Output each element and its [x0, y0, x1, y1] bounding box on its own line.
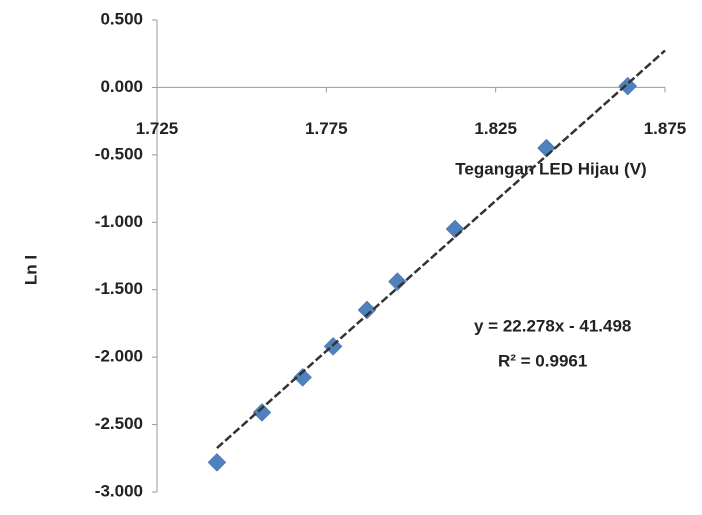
y-tick-label: -1.000 — [95, 212, 143, 231]
y-tick-label: 0.500 — [100, 9, 143, 28]
y-tick-label: -1.500 — [95, 279, 143, 298]
y-tick-label: 0.000 — [100, 77, 143, 96]
trendline-equation: y = 22.278x - 41.498 — [474, 316, 631, 335]
data-point — [388, 272, 407, 291]
trendline — [216, 49, 666, 449]
x-tick-label: 1.875 — [644, 119, 687, 138]
data-point — [618, 76, 638, 96]
x-tick-label: 1.775 — [305, 119, 348, 138]
y-tick-label: -2.500 — [95, 414, 143, 433]
y-tick-label: -2.000 — [95, 347, 143, 366]
data-point — [537, 138, 556, 158]
y-axis-title: Ln I — [21, 255, 40, 285]
y-tick-label: -0.500 — [95, 144, 143, 163]
y-tick-label: -3.000 — [95, 481, 143, 500]
trendline-r-squared: R² = 0.9961 — [498, 351, 587, 370]
x-tick-label: 1.825 — [474, 119, 517, 138]
x-tick-label: 1.725 — [136, 119, 179, 138]
data-point — [445, 219, 465, 239]
data-point — [252, 403, 272, 422]
data-point — [293, 368, 312, 387]
data-point — [207, 452, 227, 472]
x-axis-title: Tegangan LED Hijau (V) — [455, 159, 646, 178]
data-point — [357, 300, 377, 320]
